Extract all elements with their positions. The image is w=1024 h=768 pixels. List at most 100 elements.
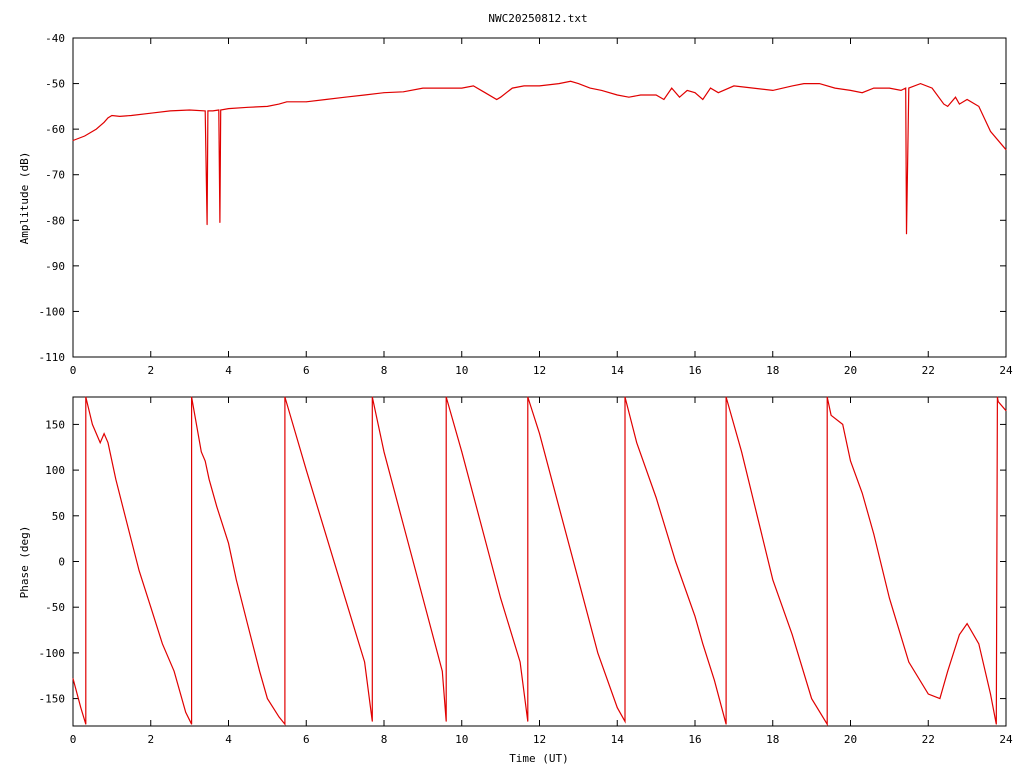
phase-data-point [500, 597, 501, 599]
amplitude-data-point [267, 106, 268, 107]
phase-data-point [1005, 410, 1007, 412]
phase-series [72, 396, 1007, 727]
amplitude-data-point [247, 106, 249, 108]
amplitude-y-ticks: -40 -50 -60 -70 -80 -90 -100 -110 [39, 32, 1006, 364]
amplitude-y-tick-label: -100 [39, 305, 66, 318]
chart-title: NWC20250812.txt [488, 12, 587, 25]
phase-y-tick-label: 100 [45, 464, 65, 477]
amplitude-data-point [286, 101, 288, 103]
amplitude-x-tick-label: 16 [688, 364, 701, 377]
amplitude-data-point [733, 85, 735, 87]
amplitude-data-point [900, 90, 902, 91]
amplitude-data-point [278, 103, 280, 105]
amplitude-data-point [655, 94, 657, 96]
amplitude-x-tick-label: 22 [922, 364, 935, 377]
amplitude-y-tick-label: -60 [45, 123, 65, 136]
phase-data-point [655, 497, 657, 498]
amplitude-data-point [702, 99, 704, 100]
phase-data-point [791, 634, 793, 635]
amplitude-data-point [558, 83, 560, 84]
phase-data-point [990, 693, 991, 695]
phase-data-point [191, 723, 193, 725]
phase-data-point [92, 424, 93, 425]
phase-data-point [228, 542, 229, 544]
amplitude-data-point [990, 131, 991, 132]
amplitude-data-point [220, 109, 222, 111]
phase-data-point [624, 721, 626, 722]
amplitude-data-point [511, 87, 513, 89]
amplitude-data-point [107, 117, 109, 119]
phase-data-point [725, 723, 727, 725]
amplitude-data-point [325, 99, 327, 100]
amplitude-series-line [72, 80, 1007, 235]
phase-data-point [636, 442, 638, 444]
phase-data-point [826, 396, 828, 398]
amplitude-data-point [150, 112, 152, 114]
amplitude-data-point [111, 115, 113, 116]
amplitude-data-point [819, 83, 820, 84]
phase-data-point [422, 597, 424, 599]
amplitude-data-point [364, 94, 365, 96]
phase-data-point [861, 492, 863, 494]
phase-data-point [127, 524, 128, 526]
amplitude-data-point [119, 116, 121, 117]
amplitude-data-point [207, 110, 209, 112]
amplitude-x-ticks: 0 2 4 6 8 10 12 14 16 18 20 22 24 [70, 38, 1013, 377]
amplitude-data-point [889, 87, 890, 89]
phase-data-point [103, 433, 105, 434]
phase-data-point [216, 506, 218, 508]
phase-x-tick-label: 10 [455, 733, 468, 746]
phase-data-point [826, 723, 828, 725]
phase-data-point [247, 625, 249, 626]
amplitude-data-point [628, 96, 630, 98]
amplitude-data-point [686, 90, 688, 91]
amplitude-panel: -40-50-60-70-80-90-100-110 0 2 4 6 8 10 12 14 16… [18, 32, 1013, 377]
phase-data-point [947, 670, 949, 672]
phase-data-point [150, 606, 152, 608]
amplitude-x-tick-label: 2 [147, 364, 154, 377]
phase-y-tick-label: -150 [39, 693, 66, 706]
phase-data-point [259, 670, 260, 672]
phase-data-point [889, 597, 890, 599]
amplitude-data-point [523, 85, 525, 87]
phase-data-point [445, 721, 447, 722]
phase-data-point [873, 533, 875, 535]
amplitude-data-point [717, 92, 719, 94]
phase-x-tick-label: 24 [999, 733, 1013, 746]
amplitude-data-point [218, 109, 220, 111]
amplitude-data-point [578, 83, 579, 84]
phase-x-tick-label: 20 [844, 733, 857, 746]
amplitude-data-point [834, 87, 836, 89]
amplitude-x-tick-label: 8 [381, 364, 388, 377]
amplitude-x-tick-label: 4 [225, 364, 232, 377]
phase-data-point [80, 707, 82, 709]
phase-data-point [371, 396, 373, 398]
phase-data-point [624, 396, 626, 398]
amplitude-data-point [169, 110, 171, 112]
phase-y-tick-label: -100 [39, 647, 66, 660]
phase-data-point [383, 451, 385, 453]
amplitude-data-point [219, 222, 221, 224]
amplitude-data-point [305, 101, 307, 103]
phase-data-point [344, 597, 346, 599]
amplitude-data-point [72, 140, 74, 141]
phase-x-tick-label: 16 [688, 733, 701, 746]
phase-data-point [927, 693, 929, 695]
phase-data-point [966, 623, 968, 624]
phase-data-point [480, 524, 482, 526]
amplitude-data-point [943, 103, 945, 105]
amplitude-data-point [803, 83, 805, 84]
phase-plot-frame [72, 396, 1007, 727]
amplitude-data-point [212, 110, 214, 112]
amplitude-data-point [671, 87, 673, 89]
phase-x-axis-label: Time (UT) [509, 752, 569, 765]
amplitude-x-tick-label: 12 [533, 364, 546, 377]
amplitude-data-point [752, 87, 754, 89]
phase-data-point [235, 579, 237, 581]
amplitude-y-tick-label: -70 [45, 169, 65, 182]
phase-data-point [725, 396, 727, 398]
phase-data-point [741, 451, 742, 453]
phase-x-tick-label: 4 [225, 733, 232, 746]
phase-y-tick-label: -50 [45, 601, 65, 614]
